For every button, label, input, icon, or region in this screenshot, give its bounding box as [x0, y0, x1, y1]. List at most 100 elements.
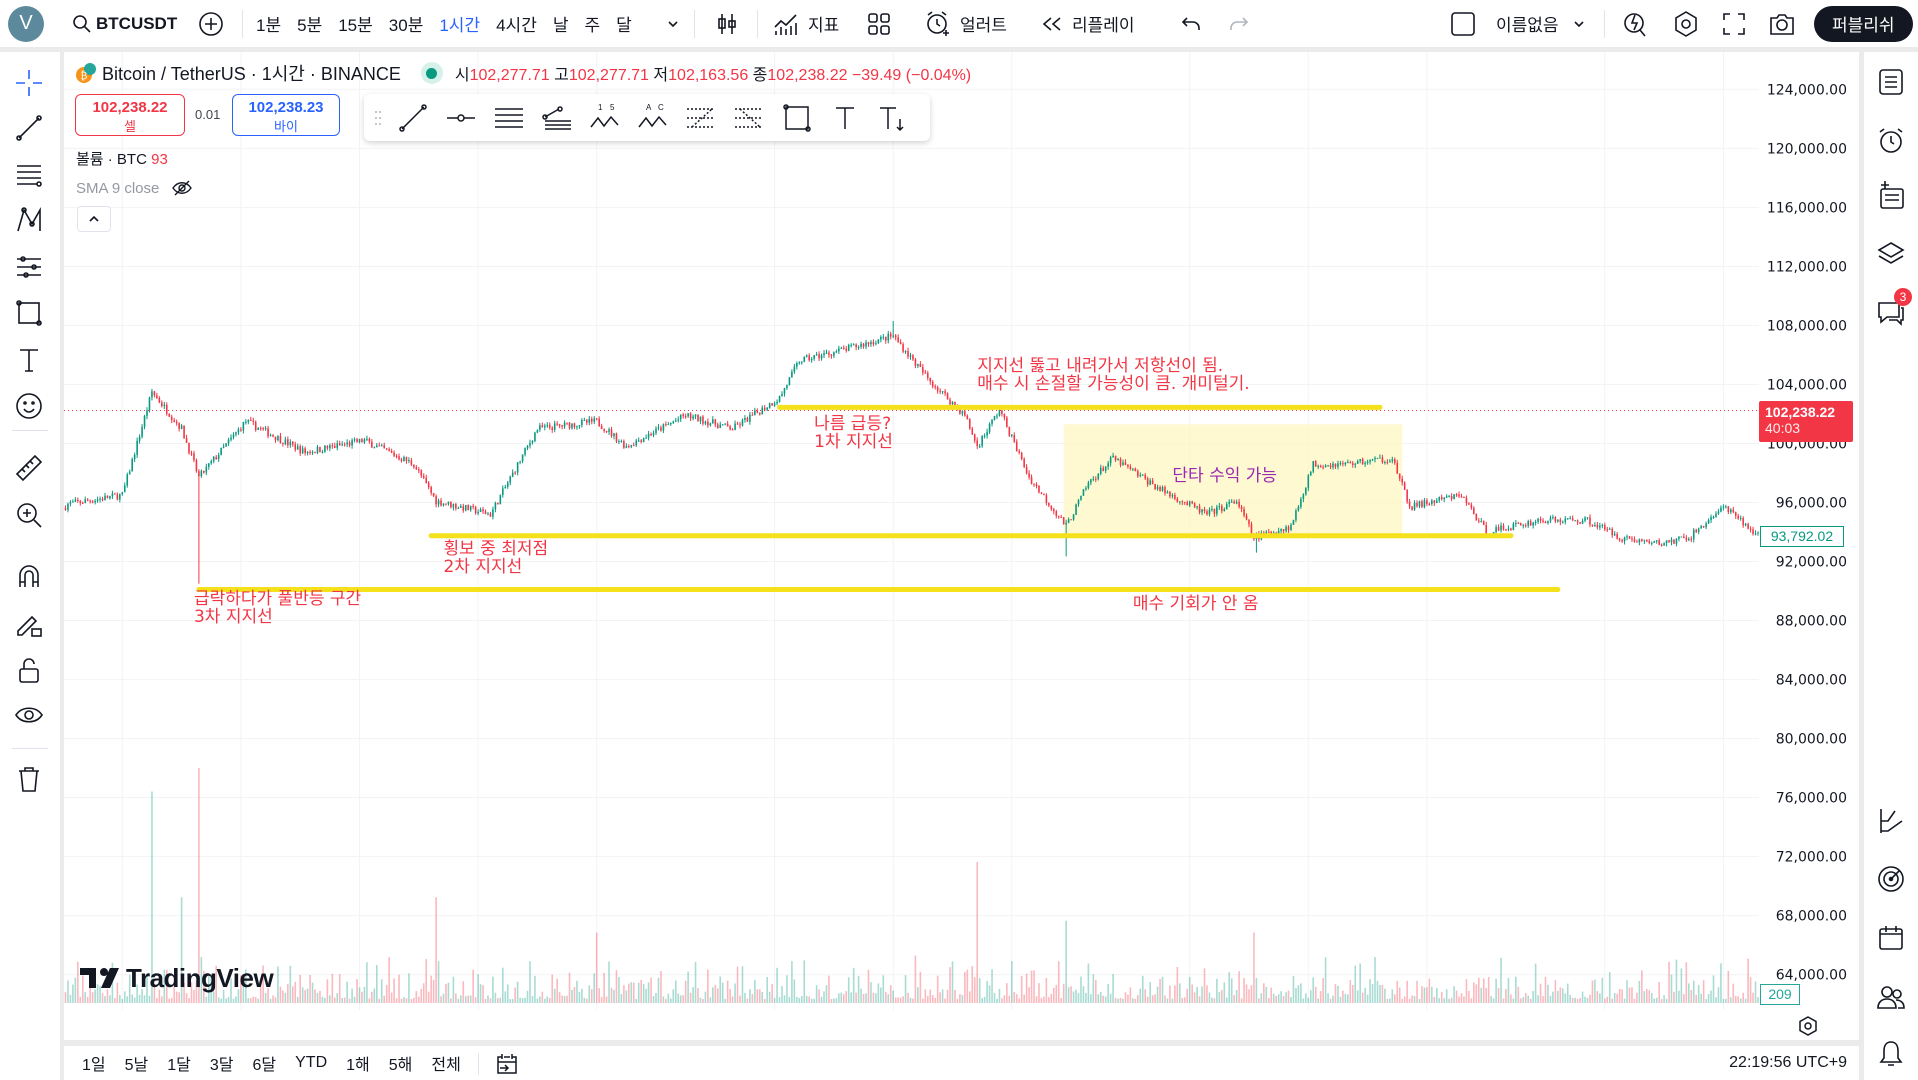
indicators-button[interactable]: 지표 [772, 0, 839, 47]
publish-button[interactable]: 퍼블리쉬 [1814, 5, 1913, 42]
symbol-title[interactable]: Bitcoin / TetherUS · 1시간 · BINANCE [102, 64, 401, 84]
range-7[interactable]: 5해 [388, 1057, 413, 1074]
remove-drawings-tool[interactable] [10, 760, 48, 798]
interval-7[interactable]: 주 [584, 16, 601, 35]
calendar-button[interactable] [1872, 919, 1910, 957]
anchored-text-icon[interactable] [876, 103, 910, 133]
interval-4[interactable]: 1시간 [439, 16, 481, 35]
hotlists-button[interactable] [1872, 860, 1910, 898]
interval-3[interactable]: 30분 [388, 16, 424, 35]
interval-8[interactable]: 달 [616, 16, 632, 35]
volume-legend[interactable]: 볼륨 · BTC 93 [76, 151, 168, 168]
chart-annotation[interactable]: 횡보 중 최저점 2차 지지선 [444, 540, 549, 576]
range-0[interactable]: 1일 [82, 1057, 106, 1074]
chat-button[interactable]: 3 [1872, 288, 1912, 332]
lock-drawings-tool[interactable] [10, 651, 48, 689]
intervals-dropdown[interactable] [667, 0, 679, 47]
chart-annotation[interactable]: 급락하다가 풀반등 구간 3차 지지선 [194, 590, 361, 626]
snapshot-button[interactable] [1768, 0, 1796, 47]
range-1[interactable]: 5날 [124, 1057, 149, 1074]
trading-panel-button[interactable] [1872, 802, 1910, 840]
magnet-tool[interactable] [10, 557, 48, 595]
prediction-tool[interactable] [10, 248, 48, 286]
fullscreen-button[interactable] [1721, 0, 1747, 47]
layout-name-dropdown[interactable]: 이름없음 [1496, 0, 1585, 47]
buy-button[interactable]: 102,238.23 바이 [232, 94, 340, 136]
chart-annotation[interactable]: 지지선 뚫고 내려가서 저항선이 됨. 매수 시 손절할 가능성이 큼. 개미털기… [977, 357, 1249, 393]
chart-annotation[interactable]: 단타 수익 가능 [1172, 467, 1277, 485]
trendline-icon[interactable] [396, 103, 430, 133]
zoom-tool[interactable] [10, 496, 48, 534]
time-axis[interactable] [64, 1010, 1859, 1040]
interval-2[interactable]: 15분 [338, 16, 373, 35]
emoji-tool[interactable] [10, 387, 48, 425]
interval-0[interactable]: 1분 [256, 16, 282, 35]
clock-timezone[interactable]: 22:19:56 UTC+9 [1729, 1054, 1847, 1071]
settings-button[interactable] [1672, 0, 1700, 47]
parallel-channel-icon[interactable] [492, 103, 526, 133]
redo-button[interactable] [1228, 0, 1250, 47]
object-tree-button[interactable] [1872, 177, 1910, 215]
sell-button[interactable]: 102,238.22 셀 [75, 94, 185, 136]
pattern-tool[interactable] [10, 201, 48, 239]
market-status-indicator[interactable] [420, 62, 443, 84]
hide-drawings-tool[interactable] [10, 696, 48, 734]
watchlist-button[interactable] [1872, 63, 1910, 101]
annotation-line: 단타 수익 가능 [1172, 466, 1278, 487]
interval-5[interactable]: 4시간 [496, 16, 537, 35]
avatar[interactable]: V [8, 0, 44, 47]
quick-search-button[interactable] [1622, 0, 1650, 47]
community-button[interactable] [1872, 978, 1910, 1016]
tradingview-logo[interactable]: TradingView [80, 963, 274, 994]
layouts-button[interactable] [866, 0, 892, 47]
alert-button[interactable]: 얼러트 [924, 0, 1007, 47]
layers-button[interactable] [1872, 235, 1910, 273]
range-8[interactable]: 전체 [431, 1057, 461, 1074]
text-tool[interactable] [10, 341, 48, 379]
sma-legend[interactable]: SMA 9 close [76, 179, 193, 197]
alerts-panel-button[interactable] [1872, 122, 1910, 160]
symbol-search[interactable]: BTCUSDT [72, 0, 177, 47]
chart-type-button[interactable] [714, 0, 740, 47]
notifications-button[interactable] [1872, 1035, 1910, 1073]
chart-annotation[interactable]: 매수 기회가 안 옴 [1133, 595, 1259, 613]
trendline-tool[interactable] [10, 109, 48, 147]
eye-icon [15, 707, 43, 723]
shapes-tool[interactable] [10, 294, 48, 332]
layout-checkbox[interactable] [1450, 0, 1476, 47]
collapse-legend-button[interactable] [77, 206, 111, 232]
axis-settings-gear-icon[interactable] [1797, 1015, 1819, 1037]
range-4[interactable]: 6달 [252, 1057, 277, 1074]
stay-drawing-tool[interactable] [10, 605, 48, 643]
crosshair-tool[interactable] [10, 64, 48, 102]
rectangle-icon[interactable] [780, 103, 814, 133]
short-position-icon[interactable] [732, 103, 766, 133]
notification-badge: 3 [1894, 288, 1912, 306]
horizontal-ray-icon[interactable] [444, 103, 478, 133]
go-to-date-button[interactable] [494, 1046, 520, 1080]
interval-1[interactable]: 5분 [297, 16, 323, 35]
fib-fan-icon[interactable] [540, 103, 574, 133]
range-2[interactable]: 1달 [167, 1057, 191, 1074]
eye-hidden-icon[interactable] [171, 179, 193, 197]
undo-button[interactable] [1180, 0, 1202, 47]
drag-handle-icon[interactable] [374, 109, 382, 127]
long-position-icon[interactable] [684, 103, 718, 133]
compare-add-button[interactable] [198, 0, 224, 47]
measure-tool[interactable] [10, 449, 48, 487]
range-5[interactable]: YTD [295, 1054, 328, 1071]
replay-button[interactable]: 리플레이 [1040, 0, 1135, 47]
fib-tool[interactable] [10, 156, 48, 194]
rectangle-icon [16, 300, 42, 326]
tradingview-logo-icon [80, 967, 119, 988]
chart-annotation[interactable]: 나름 급등? 1차 지지선 [814, 415, 893, 451]
bell-icon [1879, 1041, 1903, 1066]
range-6[interactable]: 1해 [346, 1057, 370, 1074]
avatar-letter: V [8, 5, 44, 42]
chart-pane[interactable] [64, 52, 1859, 1010]
range-3[interactable]: 3달 [209, 1057, 234, 1074]
interval-6[interactable]: 날 [552, 16, 569, 35]
text-icon[interactable] [828, 103, 862, 133]
